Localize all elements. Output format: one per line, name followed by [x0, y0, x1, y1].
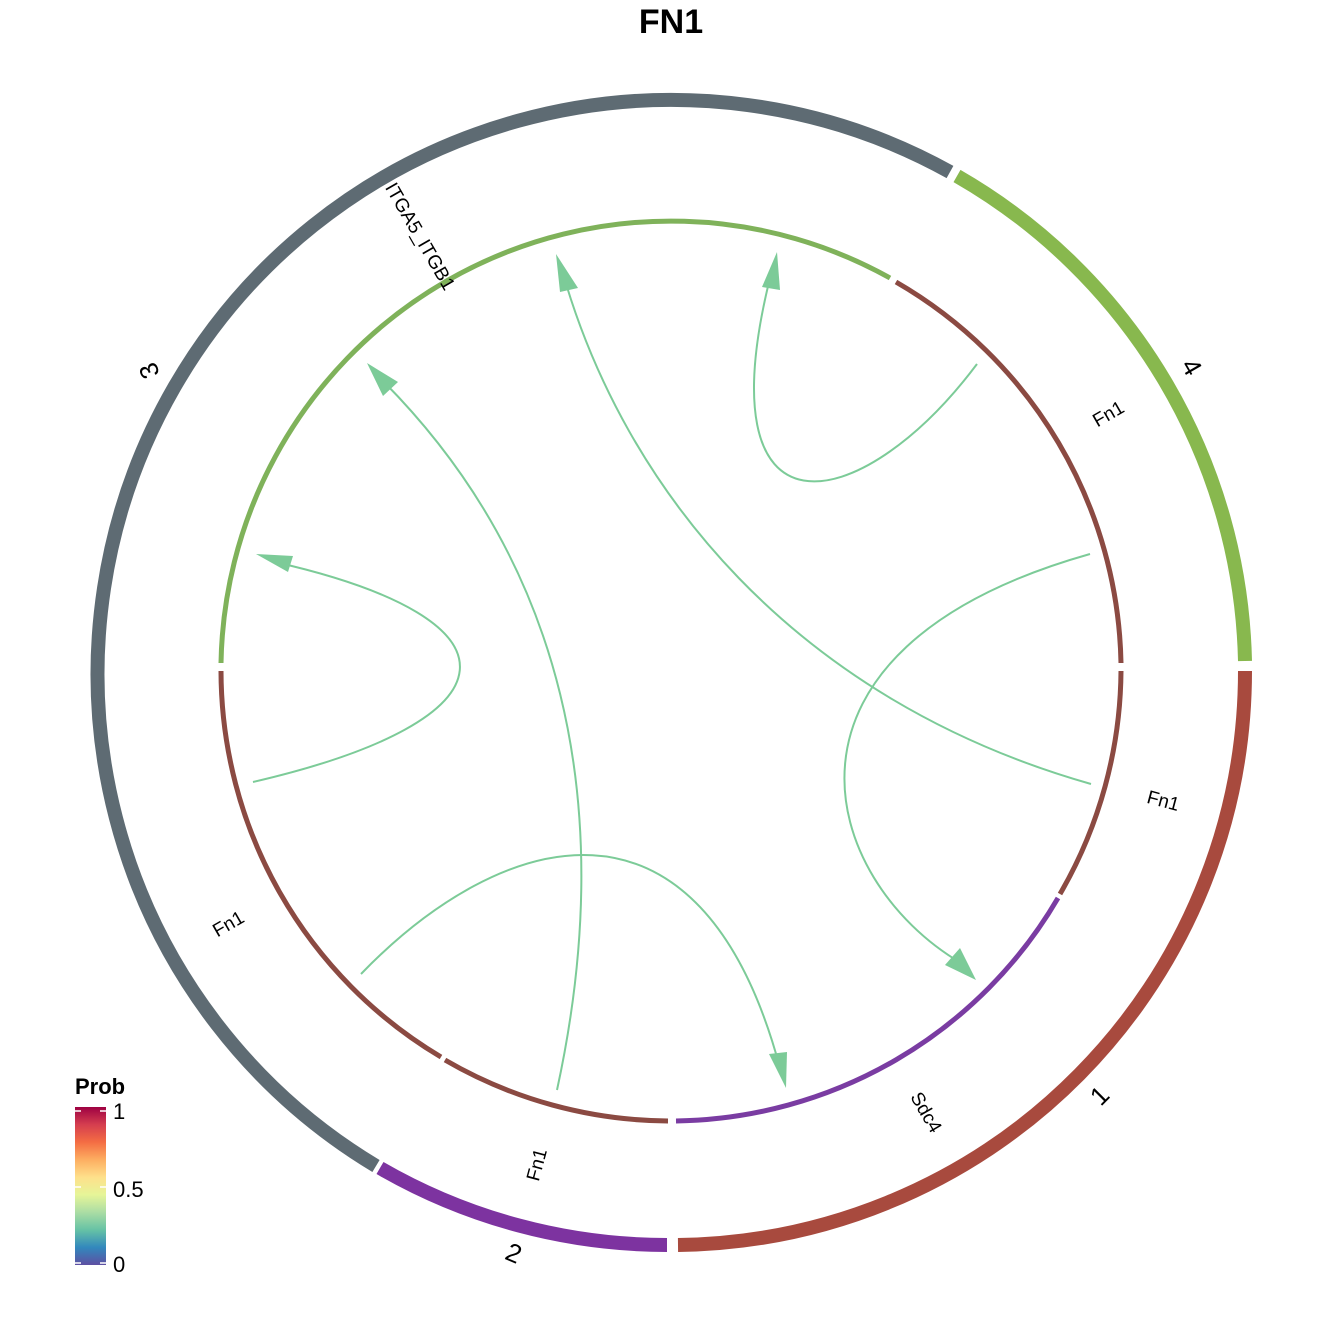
prob-legend: Prob 1 0.5 0	[75, 1074, 144, 1277]
sector-arc-3	[90, 92, 954, 1172]
sector-arc-2	[376, 1161, 668, 1252]
gene-arc-1-fn1	[1057, 670, 1124, 896]
gene-arc-3-itga5-itgb1	[218, 218, 892, 664]
legend-tick-label-0.5: 0.5	[113, 1177, 144, 1202]
gene-label-4-fn1: Fn1	[1089, 397, 1128, 432]
sector-label-1: 1	[1084, 1080, 1115, 1111]
sector-label-2: 2	[501, 1236, 526, 1269]
gene-label-1-sdc4: Sdc4	[905, 1089, 945, 1137]
gene-label-2-fn1: Fn1	[523, 1146, 552, 1183]
legend-title: Prob	[75, 1074, 125, 1099]
legend-colorbar	[75, 1107, 106, 1265]
link-3fn1-to-1sdc4	[360, 854, 781, 1069]
link-4fn1-to-3itga5	[753, 269, 978, 483]
gene-arc-4-fn1	[894, 279, 1124, 664]
link-arrowhead-5	[256, 554, 293, 572]
link-arrowhead-4	[769, 1052, 787, 1088]
gene-label-1-fn1: Fn1	[1145, 787, 1182, 816]
link-arrowhead-2	[945, 948, 976, 980]
gene-label-3-fn1: Fn1	[209, 907, 248, 942]
link-arrowhead-6	[762, 252, 780, 290]
gene-arc-2-fn1	[443, 1057, 669, 1124]
link-2fn1-to-3itga5	[383, 381, 583, 1091]
sector-label-4: 4	[1175, 353, 1208, 381]
sector-arc-4	[953, 169, 1252, 662]
gene-arc-3-fn1	[218, 670, 443, 1060]
sector-arc-1	[677, 670, 1252, 1252]
legend-tick-label-1: 1	[113, 1099, 125, 1124]
gene-arc-1-sdc4	[675, 896, 1061, 1124]
link-1fn1-to-3itga5	[561, 269, 1092, 785]
link-arrowhead-3	[367, 363, 398, 396]
outer-sector-track	[90, 92, 1252, 1252]
gene-label-3-itga5-itgb1: ITGA5_ITGB1	[380, 179, 458, 294]
inner-gene-track	[218, 218, 1124, 1124]
chart-title: FN1	[639, 3, 703, 41]
link-1fn1-to-1sdc4	[843, 553, 1091, 964]
legend-tick-label-0: 0	[113, 1252, 125, 1277]
link-arrowhead-1	[556, 254, 578, 292]
sector-label-3: 3	[132, 358, 165, 383]
links	[252, 252, 1092, 1091]
link-3fn1-to-3itga5	[252, 561, 461, 783]
